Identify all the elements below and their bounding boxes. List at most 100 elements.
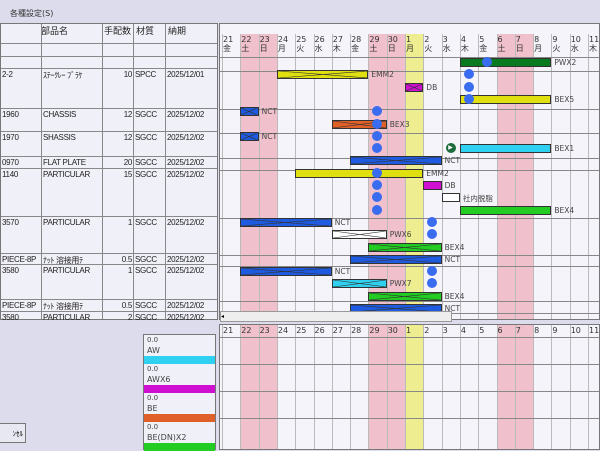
task-bar[interactable] <box>331 279 387 289</box>
table-row[interactable]: 3580 PARTICULAR 2 SGCC 2025/12/02 <box>1 311 217 322</box>
gantt-chart[interactable]: 21 金 22 土 23 日 24 月 25 火 26 水 27 木 28 金 29 土 30 日 1 月 2 火 3 水 4 木 5 金… <box>219 23 600 320</box>
progress-dot[interactable] <box>372 204 383 215</box>
weekday: 水 <box>314 44 323 53</box>
legend-value: 0.0 <box>147 336 159 344</box>
day-number: 4 <box>460 35 466 44</box>
day-label: 3 <box>443 326 448 335</box>
cell-code: 0970 <box>2 158 19 167</box>
day-number: 7 <box>515 35 521 44</box>
task-bar[interactable] <box>331 230 387 240</box>
task-label: PWX7 <box>389 279 412 289</box>
progress-dot[interactable] <box>372 143 383 154</box>
table-row[interactable]: 3580 PARTICULAR 1 SGCC 2025/12/02 <box>1 264 217 300</box>
cell-due: 2025/12/01 <box>167 70 205 79</box>
task-bar[interactable] <box>240 267 332 277</box>
table-row[interactable]: 0970 FLAT PLATE 20 SGCC 2025/12/02 <box>1 156 217 169</box>
progress-dot[interactable] <box>372 130 383 141</box>
day-number: 27 <box>332 326 343 335</box>
day-number: 26 <box>314 35 325 44</box>
progress-dot[interactable] <box>463 93 474 104</box>
cross-mark-icon <box>241 133 258 140</box>
task-bar[interactable] <box>240 131 259 141</box>
cell-due: 2025/12/02 <box>167 218 205 227</box>
table-row[interactable]: 3570 PARTICULAR 1 SGCC 2025/12/02 <box>1 216 217 254</box>
day-label: 24 <box>278 326 288 335</box>
task-bar[interactable] <box>459 58 552 67</box>
day-column <box>569 325 589 449</box>
cross-mark-icon <box>241 108 258 115</box>
progress-dot[interactable] <box>427 229 438 240</box>
task-bar[interactable] <box>459 144 552 154</box>
day-number: 28 <box>351 326 362 335</box>
task-bar[interactable] <box>295 168 424 178</box>
task-bar[interactable] <box>405 82 424 92</box>
play-icon[interactable]: ▶ <box>445 143 456 154</box>
task-bar[interactable] <box>350 254 442 264</box>
day-column <box>386 325 406 449</box>
task-bar[interactable] <box>276 70 369 80</box>
cell-code: PIECE-8P <box>2 255 37 264</box>
row-divider <box>220 133 599 134</box>
progress-dot[interactable] <box>482 57 493 67</box>
task-label: EMM2 <box>371 70 394 80</box>
day-label: 5 <box>479 326 484 335</box>
day-label: 28 金 <box>351 35 361 53</box>
cell-due: 2025/12/02 <box>167 301 205 310</box>
row-divider <box>220 57 599 58</box>
task-bar[interactable] <box>441 193 460 203</box>
day-column <box>478 325 497 449</box>
task-bar[interactable] <box>240 217 332 227</box>
header-quantity[interactable]: 手配数 <box>104 26 132 36</box>
header-part-name[interactable]: 部品名 <box>41 26 69 36</box>
header-due-date[interactable]: 納期 <box>168 26 187 36</box>
legend-name: AW <box>147 346 160 355</box>
header-material[interactable]: 材質 <box>136 26 155 36</box>
weekday: 土 <box>241 44 250 53</box>
table-row[interactable]: 1960 CHASSIS 12 SGCC 2025/12/02 <box>1 108 217 132</box>
day-column <box>496 34 516 319</box>
task-bar[interactable] <box>368 242 442 252</box>
day-label: 7 <box>516 326 521 335</box>
weekday: 月 <box>277 44 286 53</box>
task-bar[interactable] <box>240 107 259 117</box>
progress-dot[interactable] <box>372 118 383 129</box>
progress-dot[interactable] <box>463 69 474 80</box>
task-bar[interactable] <box>459 205 552 215</box>
progress-dot[interactable] <box>372 192 383 203</box>
progress-dot[interactable] <box>372 167 383 178</box>
day-column <box>588 34 599 319</box>
day-label: 4 <box>461 326 466 335</box>
task-bar[interactable] <box>459 94 552 104</box>
progress-dot[interactable] <box>427 266 438 277</box>
task-bar[interactable] <box>368 291 442 301</box>
task-label: PWX6 <box>389 230 412 240</box>
cancel-button[interactable]: ﾝｾﾙ <box>0 423 26 443</box>
table-row[interactable]: 2-2 ｽﾃｰｸﾚｰ ﾌﾞﾗｹ 10 SPCC 2025/12/01 <box>1 68 217 109</box>
day-column <box>405 325 425 449</box>
task-bar[interactable] <box>423 181 442 190</box>
table-row[interactable]: 1970 SHASSIS 12 SGCC 2025/12/02 <box>1 131 217 157</box>
settings-menu[interactable]: 各種設定(S) <box>10 9 54 18</box>
day-number: 6 <box>497 35 503 44</box>
task-label: BEX3 <box>389 119 410 129</box>
day-label: 23 日 <box>260 35 270 53</box>
table-row[interactable]: PIECE-8P ﾅｯﾄ 溶接用ﾃ 0.5 SGCC 2025/12/02 <box>1 253 217 265</box>
day-number: 1 <box>406 35 412 44</box>
weekday: 木 <box>589 44 597 53</box>
table-row[interactable]: 1140 PARTICULAR 15 SGCC 2025/12/02 <box>1 168 217 217</box>
task-bar[interactable] <box>350 156 442 166</box>
scroll-left-icon[interactable]: ◂ <box>221 313 225 320</box>
progress-dot[interactable] <box>427 278 438 289</box>
horizontal-scrollbar[interactable]: ◂ <box>220 311 452 322</box>
table-row[interactable]: PIECE-8P ﾅｯﾄ 溶接用ﾃ 0.5 SGCC 2025/12/02 <box>1 299 217 312</box>
legend-swatch <box>144 443 215 451</box>
weekday: 金 <box>223 44 231 53</box>
day-column <box>258 325 278 449</box>
progress-dot[interactable] <box>372 180 383 190</box>
progress-dot[interactable] <box>372 106 383 117</box>
cell-qty: 1 <box>127 218 132 227</box>
progress-dot[interactable] <box>463 81 474 92</box>
day-label: 21 <box>223 326 233 335</box>
progress-dot[interactable] <box>427 216 438 227</box>
